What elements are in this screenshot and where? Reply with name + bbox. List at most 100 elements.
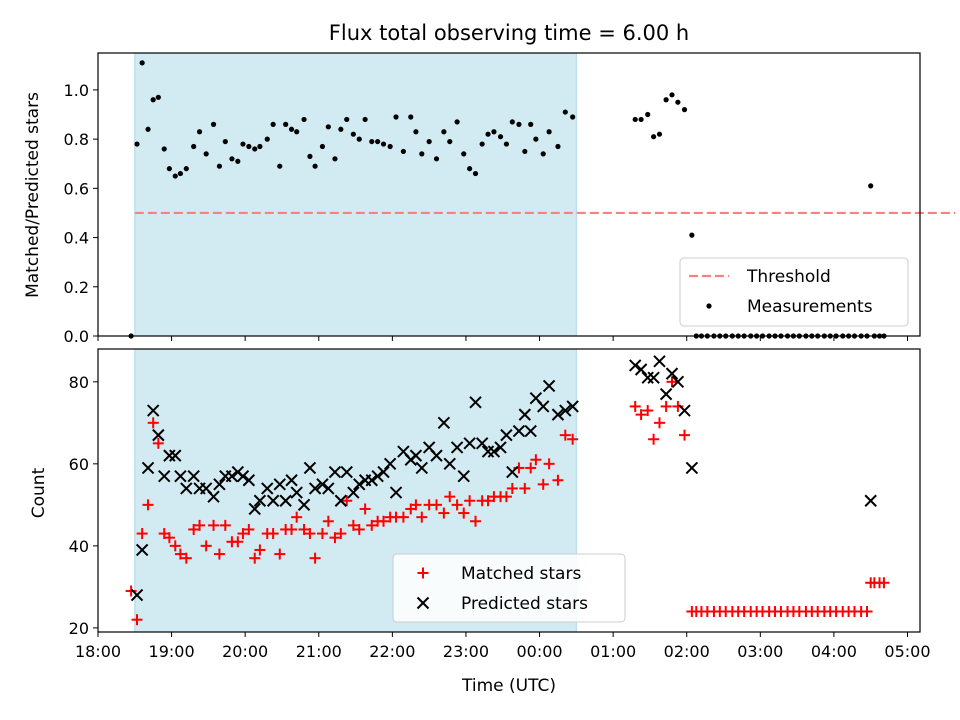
measurement-point	[203, 151, 209, 157]
x-tick-label: 21:00	[296, 642, 342, 661]
matched-star-marker	[200, 540, 212, 552]
measurement-point	[369, 138, 375, 145]
shaded-span	[134, 52, 577, 337]
predicted-star-marker	[518, 408, 532, 421]
predicted-star-marker	[225, 469, 239, 483]
predicted-star-marker	[481, 445, 495, 458]
measurement-point	[503, 141, 510, 147]
predicted-star-marker	[437, 416, 451, 430]
matched-star-marker	[653, 417, 665, 429]
y-axis-label: Count	[29, 467, 49, 518]
predicted-star-marker	[285, 474, 298, 487]
predicted-star-marker	[328, 465, 342, 479]
x-tick-label: 23:00	[443, 642, 489, 661]
predicted-star-marker	[322, 482, 335, 495]
measurement-point	[155, 94, 161, 100]
matched-star-marker	[152, 437, 164, 449]
matched-star-marker	[163, 532, 175, 544]
y-tick-label: 0.2	[64, 278, 89, 297]
matched-star-marker	[291, 511, 303, 523]
matched-star-marker	[213, 548, 225, 560]
predicted-star-marker	[169, 449, 182, 462]
predicted-star-marker	[628, 359, 642, 372]
matched-star-marker	[861, 605, 873, 617]
legend-matched-swatch	[417, 567, 429, 579]
measurement-point	[533, 136, 539, 142]
measurement-point	[312, 163, 318, 169]
matched-star-marker	[136, 528, 148, 540]
matched-star-marker	[552, 474, 564, 486]
matched-star-marker	[666, 376, 678, 388]
predicted-star-marker	[566, 400, 579, 413]
measurement-point	[663, 97, 669, 103]
measurement-point	[252, 146, 258, 152]
measurement-point	[183, 166, 189, 172]
predicted-star-marker	[653, 355, 666, 368]
matched-star-marker	[464, 495, 476, 507]
predicted-star-marker	[158, 469, 171, 483]
measurement-point	[150, 97, 156, 103]
measurement-point	[516, 121, 522, 127]
matched-star-marker	[635, 409, 647, 421]
measurement-point	[645, 111, 651, 118]
matched-star-marker	[286, 523, 298, 535]
y-tick-label: 1.0	[64, 81, 89, 100]
matched-star-marker	[537, 478, 549, 490]
matched-star-marker	[125, 585, 137, 597]
matched-star-marker	[249, 552, 261, 564]
y-tick-label: 40	[69, 537, 89, 556]
matched-star-marker	[530, 454, 542, 466]
matched-star-marker	[559, 429, 571, 441]
measurement-point	[638, 116, 644, 123]
measurement-point	[264, 136, 270, 142]
measurement-point	[210, 121, 217, 127]
measurement-point	[632, 116, 638, 123]
measurement-point	[433, 156, 440, 162]
predicted-star-marker	[340, 465, 353, 479]
predicted-star-marker	[524, 424, 537, 438]
matched-star-marker	[519, 482, 531, 494]
predicted-star-marker	[389, 486, 403, 499]
count-panel: 20 40 60 80 18:00 19:00 20:00 21:00 22:00 23:00 0…	[29, 348, 931, 696]
y-axis-ticks: 20 40 60 80	[69, 373, 98, 638]
legend-box	[679, 257, 909, 327]
measurement-point	[350, 131, 356, 137]
measurement-point	[540, 151, 546, 157]
measurement-point	[491, 129, 497, 135]
matched-star-marker	[878, 577, 890, 589]
predicted-star-marker	[303, 461, 317, 475]
predicted-star-marker	[537, 400, 550, 413]
measurement-point	[675, 99, 681, 105]
x-tick-label: 04:00	[811, 642, 857, 661]
matched-star-marker	[410, 499, 422, 511]
measurement-point	[257, 143, 263, 150]
predicted-star-marker	[659, 387, 673, 401]
measurement-point	[166, 166, 172, 172]
matched-star-marker	[567, 433, 579, 445]
measurement-point	[454, 119, 460, 125]
matched-star-marker	[254, 544, 266, 556]
measurement-point	[277, 163, 283, 169]
matched-star-marker	[188, 523, 200, 535]
measurement-point	[270, 121, 276, 127]
predicted-star-marker	[207, 490, 220, 503]
predicted-star-marker	[512, 424, 526, 438]
matched-star-marker	[416, 511, 428, 523]
predicted-star-marker	[242, 474, 256, 487]
legend: Matched stars Predicted stars	[392, 553, 626, 623]
measurement-point	[689, 232, 695, 238]
plot-frame	[97, 52, 921, 337]
y-axis-label: Matched/Predicted stars	[23, 92, 43, 298]
predicted-star-marker	[377, 465, 390, 479]
measurement-point	[479, 141, 485, 147]
matched-star-marker	[267, 528, 279, 540]
measurement-point	[651, 134, 657, 140]
matched-star-marker	[237, 528, 249, 540]
measurement-point	[441, 129, 447, 135]
predicted-star-marker	[469, 396, 482, 409]
x-tick-label: 01:00	[590, 642, 636, 661]
matched-star-marker	[506, 482, 518, 494]
x-tick-label: 03:00	[737, 642, 783, 661]
predicted-star-marker	[450, 441, 464, 454]
chart-title: Flux total observing time = 6.00 h	[329, 21, 689, 45]
